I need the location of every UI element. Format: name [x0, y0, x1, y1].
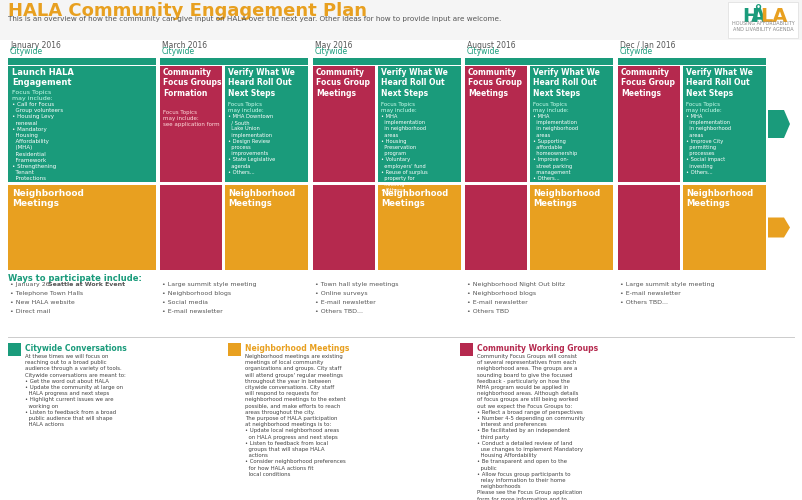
- Text: • Neighborhood Night Out blitz: • Neighborhood Night Out blitz: [467, 282, 565, 287]
- Text: • Others TBD...: • Others TBD...: [315, 309, 363, 314]
- Bar: [228, 343, 241, 356]
- Bar: [225, 185, 308, 270]
- Text: • E-mail newsletter: • E-mail newsletter: [315, 300, 376, 305]
- Text: Verify What We
Heard Roll Out
Next Steps: Verify What We Heard Roll Out Next Steps: [533, 68, 600, 98]
- Bar: [160, 185, 222, 270]
- Text: Focus Topics
may include:: Focus Topics may include:: [381, 102, 417, 113]
- Text: • Others TBD: • Others TBD: [467, 309, 509, 314]
- Text: Citywide
Conversation #2: Citywide Conversation #2: [162, 47, 226, 67]
- Text: This is an overview of how the community can give input on HALA over the next ye: This is an overview of how the community…: [8, 16, 501, 22]
- Bar: [313, 185, 375, 270]
- Text: Neighborhood meetings are existing
meetings of local community
organizations and: Neighborhood meetings are existing meeti…: [245, 354, 346, 477]
- Bar: [8, 185, 156, 270]
- Bar: [160, 58, 308, 65]
- Bar: [313, 58, 461, 65]
- Bar: [8, 66, 156, 182]
- Text: LA: LA: [760, 7, 788, 26]
- Text: Neighborhood
Meetings: Neighborhood Meetings: [687, 189, 753, 208]
- Text: • E-mail newsletter: • E-mail newsletter: [620, 291, 681, 296]
- Text: HOUSING AFFORDABILITY
AND LIVABILITY AGENDA: HOUSING AFFORDABILITY AND LIVABILITY AGE…: [731, 21, 794, 32]
- Text: Focus Topics
may include:: Focus Topics may include:: [533, 102, 569, 113]
- Text: • E-mail newsletter: • E-mail newsletter: [162, 309, 223, 314]
- Bar: [683, 66, 766, 182]
- Bar: [530, 185, 613, 270]
- Text: Ways to participate include:: Ways to participate include:: [8, 274, 142, 283]
- Text: H: H: [742, 7, 758, 26]
- Text: Citywide
Conversation #5: Citywide Conversation #5: [620, 47, 684, 67]
- Text: May 2016: May 2016: [315, 41, 353, 50]
- Bar: [160, 66, 222, 182]
- Bar: [530, 66, 613, 182]
- Text: Focus Topics
may include:: Focus Topics may include:: [687, 102, 722, 113]
- Bar: [0, 0, 802, 40]
- Text: Neighborhood
Meetings: Neighborhood Meetings: [381, 189, 448, 208]
- Bar: [465, 185, 527, 270]
- Bar: [313, 66, 375, 182]
- Text: • Large summit style meeting: • Large summit style meeting: [162, 282, 257, 287]
- Text: • Neighborhood blogs: • Neighborhood blogs: [162, 291, 231, 296]
- Text: Å: Å: [751, 7, 766, 26]
- Bar: [683, 185, 766, 270]
- Text: Community
Focus Groups
Formation: Community Focus Groups Formation: [163, 68, 221, 98]
- Bar: [8, 343, 21, 356]
- Text: March 2016: March 2016: [162, 41, 207, 50]
- Text: Community
Focus Group
Meetings: Community Focus Group Meetings: [621, 68, 675, 98]
- Text: • Direct mail: • Direct mail: [10, 309, 51, 314]
- Text: January 2016: January 2016: [10, 41, 61, 50]
- Text: Community
Focus Group
Meetings: Community Focus Group Meetings: [468, 68, 522, 98]
- Text: • Telephone Town Halls: • Telephone Town Halls: [10, 291, 83, 296]
- Text: Community
Focus Group
Meetings: Community Focus Group Meetings: [316, 68, 370, 98]
- Text: • Neighborhood blogs: • Neighborhood blogs: [467, 291, 536, 296]
- Text: • MHA Downtown
  / South
  Lake Union
  implementation
• Design Review
  process: • MHA Downtown / South Lake Union implem…: [228, 114, 275, 175]
- Bar: [728, 2, 798, 38]
- Text: • MHA
  implementation
  in neighborhood
  areas
• Improve City
  permitting
  p: • MHA implementation in neighborhood are…: [687, 114, 731, 175]
- Bar: [618, 58, 766, 65]
- Text: Citywide Conversations: Citywide Conversations: [25, 344, 127, 353]
- Text: • Online surveys: • Online surveys: [315, 291, 367, 296]
- Text: Verify What We
Heard Roll Out
Next Steps: Verify What We Heard Roll Out Next Steps: [381, 68, 448, 98]
- Text: Verify What We
Heard Roll Out
Next Steps: Verify What We Heard Roll Out Next Steps: [687, 68, 753, 98]
- Bar: [618, 185, 680, 270]
- Text: Verify What We
Heard Roll Out
Next Steps: Verify What We Heard Roll Out Next Steps: [228, 68, 295, 98]
- Bar: [225, 66, 308, 182]
- Bar: [460, 343, 473, 356]
- Text: • Social media: • Social media: [162, 300, 208, 305]
- Polygon shape: [768, 110, 790, 138]
- Text: Neighborhood
Meetings: Neighborhood Meetings: [228, 189, 295, 208]
- Text: Launch HALA
Engagement: Launch HALA Engagement: [12, 68, 74, 87]
- Text: Community Working Groups: Community Working Groups: [477, 344, 598, 353]
- Text: • January 26: • January 26: [10, 282, 51, 287]
- Text: Focus Topics
may include:
see application form: Focus Topics may include: see applicatio…: [163, 110, 220, 126]
- Text: • MHA
  implementation
  in neighborhood
  areas
• Housing
  Preservation
  prog: • MHA implementation in neighborhood are…: [381, 114, 428, 194]
- Bar: [618, 66, 680, 182]
- Bar: [379, 66, 461, 182]
- Text: • New HALA website: • New HALA website: [10, 300, 75, 305]
- Text: Citywide
Conversation #3: Citywide Conversation #3: [315, 47, 379, 67]
- Text: • Town hall style meetings: • Town hall style meetings: [315, 282, 399, 287]
- Text: • Others TBD...: • Others TBD...: [620, 300, 668, 305]
- Text: Focus Topics
may include:: Focus Topics may include:: [228, 102, 264, 113]
- Text: Neighborhood
Meetings: Neighborhood Meetings: [12, 189, 84, 208]
- Text: At these times we will focus on
reaching out to a broad public
audience through : At these times we will focus on reaching…: [25, 354, 126, 427]
- Bar: [8, 58, 156, 65]
- Text: • Large summit style meeting: • Large summit style meeting: [620, 282, 715, 287]
- Text: August 2016: August 2016: [467, 41, 516, 50]
- Text: • E-mail newsletter: • E-mail newsletter: [467, 300, 528, 305]
- Text: Neighborhood Meetings: Neighborhood Meetings: [245, 344, 350, 353]
- Text: Neighborhood
Meetings: Neighborhood Meetings: [533, 189, 601, 208]
- Text: Seattle at Work Event: Seattle at Work Event: [48, 282, 125, 287]
- Text: Dec / Jan 2016: Dec / Jan 2016: [620, 41, 675, 50]
- Polygon shape: [768, 218, 790, 238]
- Bar: [465, 58, 613, 65]
- Text: • Call for Focus
  Group volunteers
• Housing Levy
  renewal
• Mandatory
  Housi: • Call for Focus Group volunteers • Hous…: [12, 102, 63, 182]
- Text: Community Focus Groups will consist
of several representatives from each
neighbo: Community Focus Groups will consist of s…: [477, 354, 585, 500]
- Bar: [465, 66, 527, 182]
- Text: Citywide
Conversation #4: Citywide Conversation #4: [467, 47, 532, 67]
- Text: Focus Topics
may include:: Focus Topics may include:: [12, 90, 53, 101]
- Text: • MHA
  implementation
  in neighborhood
  areas
• Supporting
  affordable
  hom: • MHA implementation in neighborhood are…: [533, 114, 578, 181]
- Text: Citywide
Conversation #1: Citywide Conversation #1: [10, 47, 75, 67]
- Bar: [379, 185, 461, 270]
- Text: HALA Community Engagement Plan: HALA Community Engagement Plan: [8, 2, 367, 20]
